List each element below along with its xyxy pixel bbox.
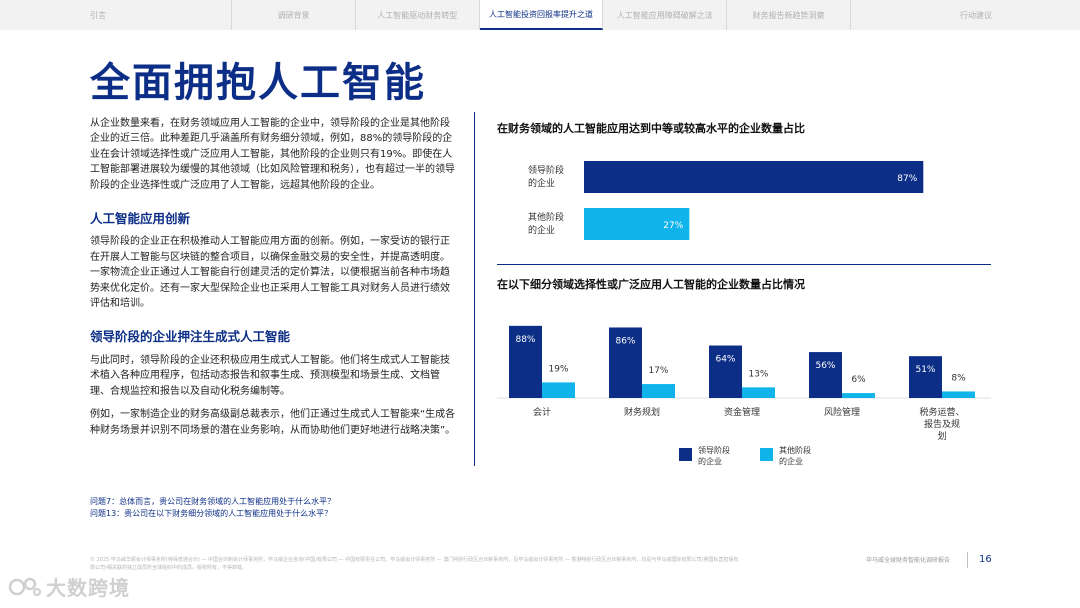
legal-notice: © 2025 毕马威华振会计师事务所(特殊普通合伙) — 中国合伙制会计师事务所…: [90, 557, 739, 571]
bar-other: [942, 391, 975, 398]
section-body-ai-innovation: 领导阶段的企业正在积极推动人工智能应用方面的创新。例如，一家受访的银行正在开展人…: [90, 236, 450, 310]
bar-leader: [809, 352, 842, 398]
column-divider: [474, 112, 475, 466]
watermark-text: 大数跨境: [46, 576, 130, 600]
survey-question-13: 问题13：贵公司在以下财务细分领域的人工智能应用处于什么水平？: [90, 509, 333, 518]
bar-value-label: 13%: [748, 369, 768, 379]
category-label: 风险管理: [824, 406, 860, 418]
bar-value-label: 88%: [515, 335, 535, 345]
category-label: 的企业: [528, 224, 555, 236]
chart2-title: 在以下细分领域选择性或广泛应用人工智能的企业数量占比情况: [497, 278, 805, 291]
section-body-genai-2: 例如，一家制造企业的财务高级副总裁表示，他们正通过生成式人工智能来“生成各种财务…: [90, 409, 456, 436]
bar-value-label: 8%: [951, 373, 966, 383]
section-heading-genai: 领导阶段的企业押注生成式人工智能: [90, 329, 291, 345]
bar-value-label: 17%: [648, 366, 668, 376]
bar-value-label: 27%: [663, 221, 683, 231]
tab-reporting-trends[interactable]: 财务报告新趋势洞察: [727, 0, 851, 30]
category-label: 税务运营、: [919, 406, 964, 418]
category-label: 会计: [533, 406, 551, 418]
legend-label: 其他阶段: [779, 445, 811, 455]
bar-leader: [709, 345, 742, 398]
report-name: 毕马威全球财务智能化调研报告: [866, 557, 951, 564]
category-label: 领导阶段: [528, 164, 564, 176]
bar-value-label: 6%: [851, 375, 866, 385]
bar-leader: [909, 356, 942, 398]
legend-swatch: [760, 448, 773, 461]
section-body-genai-1: 与此同时，领导阶段的企业还积极应用生成式人工智能。他们将生成式人工智能技术植入各…: [90, 354, 450, 397]
legend-label: 的企业: [779, 456, 803, 466]
bar-other: [642, 384, 675, 398]
left-column: 从企业数量来看，在财务领域应用人工智能的企业中，领导阶段的企业是其他阶段企业的近…: [90, 116, 456, 446]
survey-questions: 问题7：总体而言，贵公司在财务领域的人工智能应用处于什么水平？ 问题13：贵公司…: [90, 496, 335, 520]
tab-intro[interactable]: 引言: [0, 0, 233, 30]
intro-paragraph: 从企业数量来看，在财务领域应用人工智能的企业中，领导阶段的企业是其他阶段企业的近…: [90, 118, 455, 191]
tab-ai-finance-transformation[interactable]: 人工智能驱动财务转型: [356, 0, 480, 30]
category-label: 划: [937, 430, 946, 442]
watermark: 大数跨境: [8, 572, 130, 601]
footer-separator: [967, 552, 968, 568]
section-tabs: 引言 调研背景 人工智能驱动财务转型 人工智能投资回报率提升之道 人工智能应用障…: [0, 0, 1080, 30]
category-label: 的企业: [528, 177, 555, 189]
tab-ai-roi[interactable]: 人工智能投资回报率提升之道: [479, 0, 604, 30]
bar-value-label: 86%: [615, 336, 635, 346]
chart-ai-subdomain-adoption: 88% 19% 会计 86% 17% 财务规划 64% 13% 资金管理 56% 6% 风险管理 51%…: [497, 325, 991, 466]
bar-value-label: 19%: [548, 364, 568, 374]
chart1-title: 在财务领域的人工智能应用达到中等或较高水平的企业数量占比: [497, 122, 805, 135]
page-number: 16: [979, 554, 992, 565]
tab-research-background[interactable]: 调研背景: [232, 0, 356, 30]
bar-other: [542, 382, 575, 398]
legend-label: 领导阶段: [698, 445, 730, 455]
survey-question-7: 问题7：总体而言，贵公司在财务领域的人工智能应用处于什么水平？: [90, 497, 336, 506]
bar-leader: [584, 161, 924, 193]
bar-leader: [609, 327, 642, 398]
category-label: 财务规划: [624, 406, 660, 418]
category-label: 报告及规: [924, 418, 960, 430]
watermark-logo-icon: [8, 577, 41, 596]
bar-value-label: 64%: [715, 355, 735, 365]
category-label: 其他阶段: [528, 211, 564, 223]
bar-other: [584, 208, 690, 240]
page-title: 全面拥抱人工智能: [90, 60, 426, 106]
chart-separator: [497, 264, 991, 265]
section-heading-ai-innovation: 人工智能应用创新: [90, 211, 191, 227]
tab-ai-barriers[interactable]: 人工智能应用障碍破解之法: [603, 0, 728, 30]
bar-other: [742, 387, 775, 398]
bar-value-label: 56%: [815, 361, 835, 371]
bar-other: [842, 393, 875, 398]
tab-action-recommendations[interactable]: 行动建议: [959, 10, 992, 20]
bar-value-label: 87%: [897, 174, 917, 184]
bar-value-label: 51%: [915, 365, 935, 375]
legend-label: 的企业: [698, 456, 722, 466]
legend-swatch: [679, 448, 692, 461]
category-label: 资金管理: [724, 406, 760, 418]
bar-leader: [509, 325, 542, 398]
